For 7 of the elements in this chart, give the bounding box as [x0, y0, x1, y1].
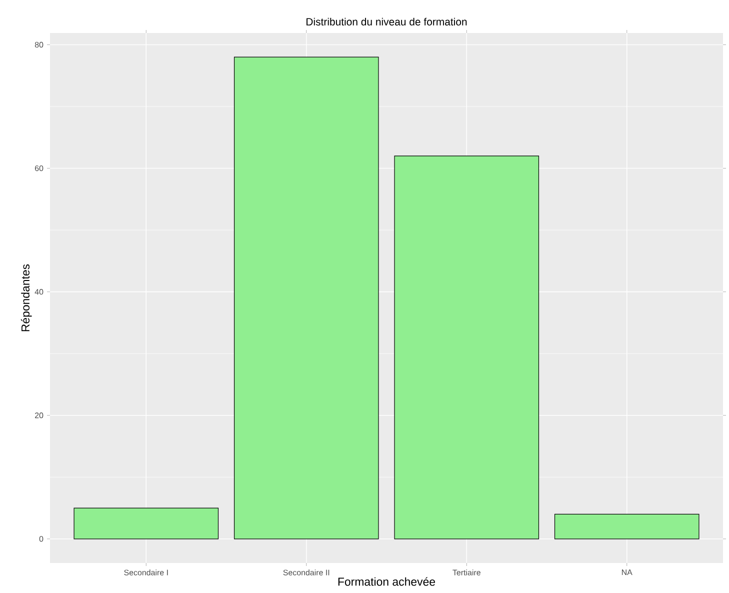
bar: [74, 508, 219, 540]
chart-title: Distribution du niveau de formation: [306, 18, 467, 26]
bar: [394, 156, 540, 540]
bar: [554, 514, 700, 540]
x-axis-title: Formation achevée: [338, 577, 436, 586]
bar: [234, 56, 379, 540]
y-axis-title: Répondantes: [20, 264, 32, 332]
